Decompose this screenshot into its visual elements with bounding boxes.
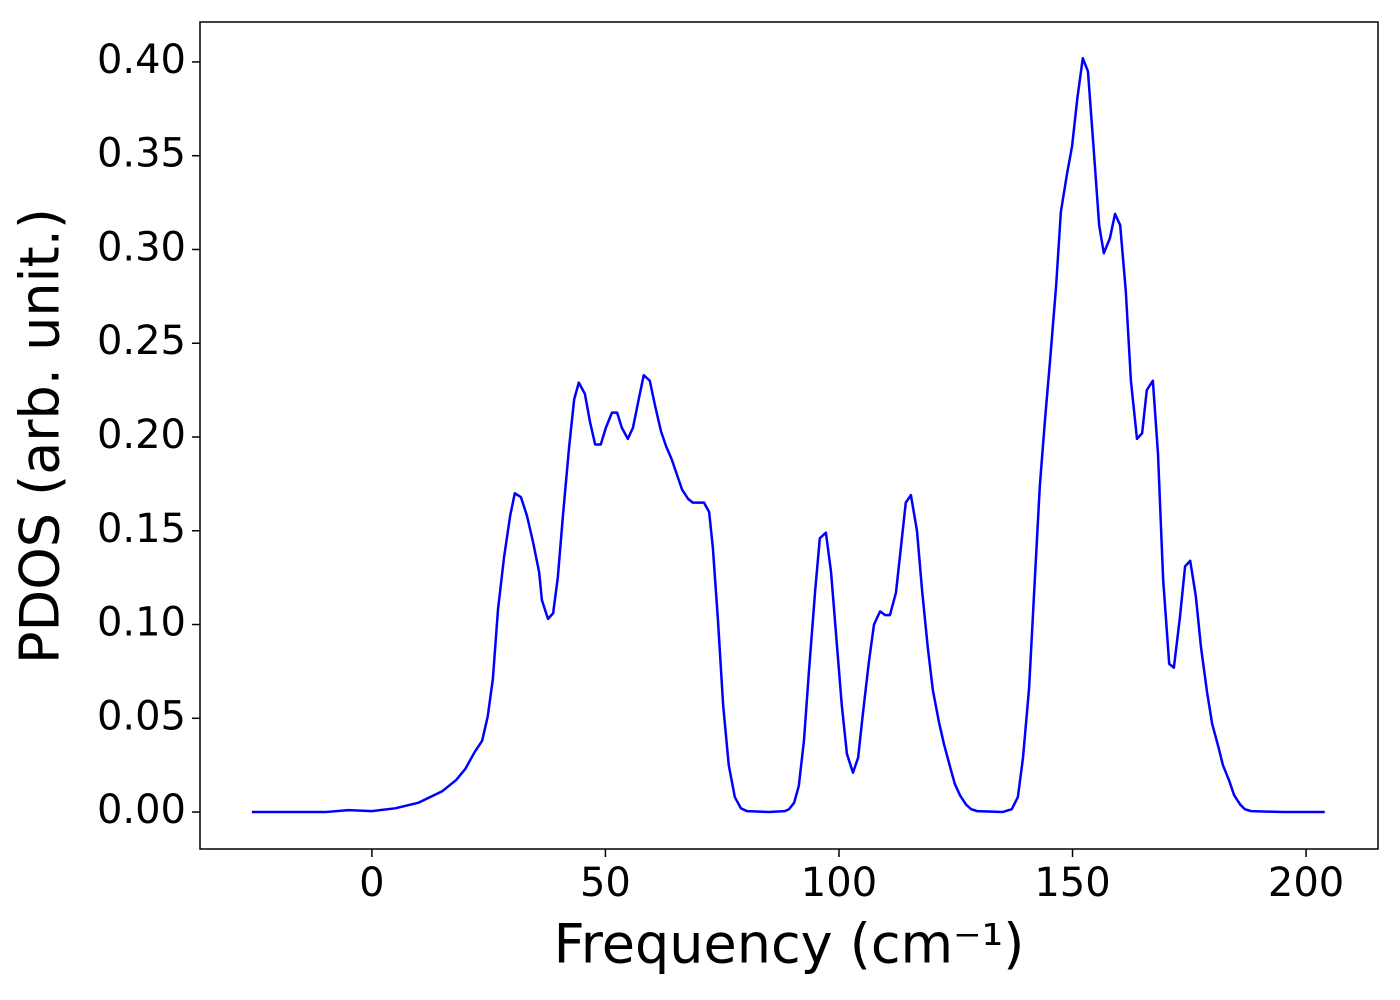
y-tick-label: 0.00 <box>97 787 186 833</box>
x-tick-label: 0 <box>359 860 384 906</box>
y-axis-label: PDOS (arb. unit.) <box>9 208 72 664</box>
x-axis-label: Frequency (cm⁻¹) <box>554 913 1025 976</box>
y-tick-label: 0.20 <box>97 412 186 458</box>
y-tick-label: 0.30 <box>97 224 186 270</box>
x-tick-label: 200 <box>1268 860 1344 906</box>
x-tick-label: 150 <box>1034 860 1110 906</box>
data-line <box>251 56 1325 814</box>
x-tick-label: 100 <box>801 860 877 906</box>
y-tick-label: 0.15 <box>97 506 186 552</box>
x-tick-label: 50 <box>580 860 631 906</box>
y-tick-label: 0.05 <box>97 693 186 739</box>
y-tick-label: 0.40 <box>97 37 186 83</box>
plot-frame <box>199 21 1379 850</box>
y-tick-label: 0.35 <box>97 131 186 177</box>
y-tick-label: 0.25 <box>97 318 186 364</box>
y-tick-label: 0.10 <box>97 600 186 646</box>
